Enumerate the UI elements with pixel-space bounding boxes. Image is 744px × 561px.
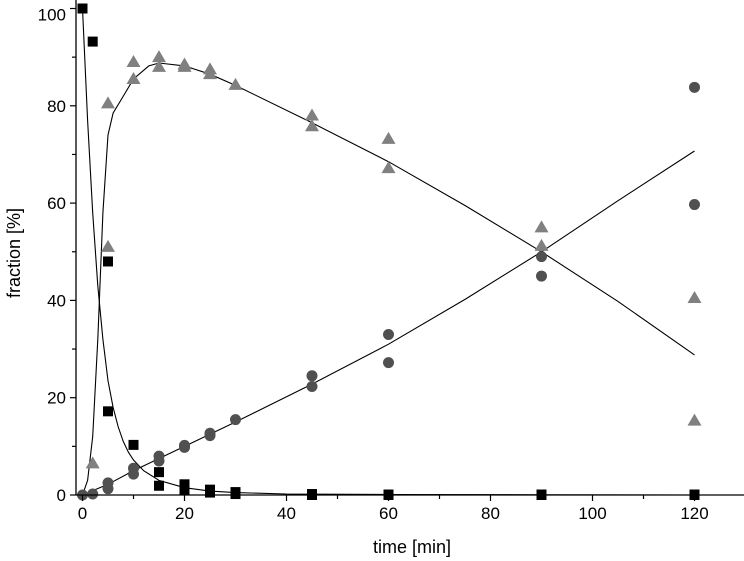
- square-point: [205, 487, 215, 498]
- triangle-point: [381, 131, 396, 144]
- x-tick-label: 60: [379, 504, 398, 523]
- circle-point: [689, 81, 700, 93]
- triangle-point: [126, 55, 141, 68]
- squares-fit-line: [81, 8, 695, 496]
- circle-point: [306, 381, 318, 393]
- square-point: [103, 256, 113, 267]
- circle-point: [689, 199, 700, 211]
- data-markers: [77, 3, 702, 501]
- circle-point: [536, 251, 547, 263]
- y-tick-label: 80: [47, 97, 66, 116]
- circle-point: [383, 357, 394, 369]
- circle-point: [87, 488, 99, 500]
- triangle-point: [203, 67, 217, 80]
- triangle-point: [381, 161, 396, 174]
- triangle-point: [687, 413, 702, 426]
- triangle-point: [152, 59, 166, 72]
- fit-lines: [81, 8, 695, 496]
- triangle-point: [305, 108, 319, 121]
- square-point: [230, 489, 241, 500]
- x-tick-label: 120: [680, 504, 708, 523]
- square-point: [77, 3, 88, 14]
- x-tick-label: 20: [175, 504, 194, 523]
- y-tick-label: 100: [38, 6, 66, 25]
- axes: 0 20 40 60 80 100 120 0 20 40 60 80 100: [38, 0, 744, 523]
- triangle-point: [228, 77, 243, 90]
- triangles-fit-line: [81, 62, 695, 496]
- x-tick-label: 100: [578, 504, 606, 523]
- x-tick-label: 40: [277, 504, 296, 523]
- square-point: [103, 406, 113, 417]
- circle-point: [306, 370, 318, 382]
- triangle-point: [305, 119, 319, 132]
- circle-point: [179, 441, 190, 453]
- square-point: [87, 36, 98, 47]
- y-tick-label: 0: [57, 486, 66, 505]
- triangle-point: [101, 239, 115, 252]
- triangle-point: [126, 72, 141, 85]
- triangle-point: [85, 456, 100, 469]
- y-tick-label: 20: [47, 389, 66, 408]
- y-tick-label: 60: [47, 194, 66, 213]
- y-axis-title: fraction [%]: [4, 208, 24, 298]
- triangle-point: [534, 220, 549, 233]
- x-axis-title: time [min]: [373, 537, 451, 557]
- square-point: [128, 439, 139, 450]
- triangle-point: [177, 59, 192, 72]
- square-point: [179, 479, 190, 490]
- triangle-point: [687, 290, 702, 303]
- circle-point: [536, 270, 547, 282]
- circle-point: [383, 328, 394, 340]
- circle-point: [204, 430, 216, 442]
- circle-point: [128, 468, 139, 480]
- square-point: [179, 484, 190, 495]
- square-point: [154, 480, 164, 491]
- triangle-point: [101, 96, 115, 109]
- square-point: [154, 467, 164, 478]
- circle-point: [230, 414, 241, 426]
- x-tick-label: 0: [78, 504, 87, 523]
- circle-point: [153, 455, 165, 467]
- circles-fit-line: [82, 150, 695, 496]
- triangle-point: [534, 238, 549, 251]
- y-tick-label: 40: [47, 291, 66, 310]
- circle-point: [102, 483, 114, 495]
- x-tick-label: 80: [481, 504, 500, 523]
- triangle-point: [152, 50, 166, 63]
